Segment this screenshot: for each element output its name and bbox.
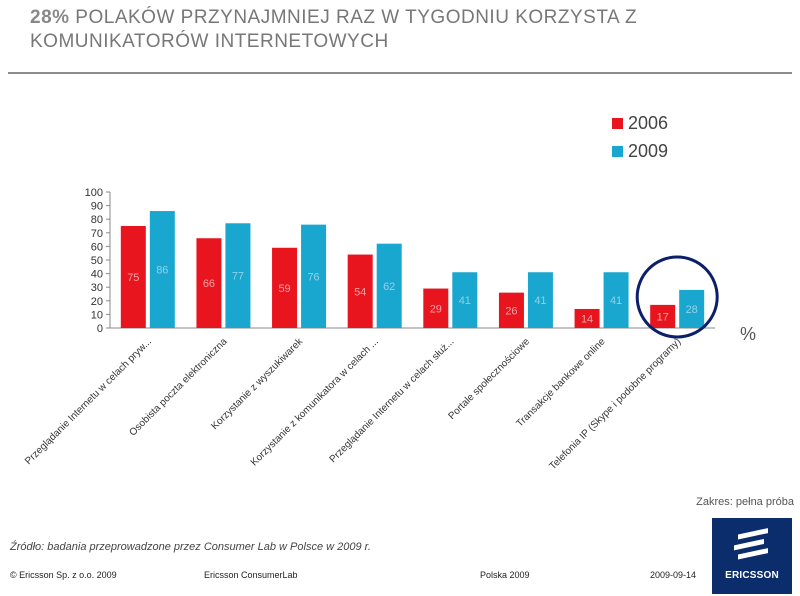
bar-2006 (423, 288, 449, 328)
data-label-2006: 75 (127, 272, 139, 284)
bar-2009 (679, 289, 705, 328)
y-tick-label: 90 (91, 201, 103, 213)
data-label-2006: 66 (203, 278, 215, 290)
legend-swatch-2009 (612, 146, 623, 157)
y-tick-label: 50 (91, 255, 103, 267)
bar-2009 (452, 272, 478, 328)
chart-title: 28% POLAKÓW PRZYNAJMNIEJ RAZ W TYGODNIU … (30, 6, 750, 54)
legend-swatch-2006 (612, 118, 623, 129)
data-label-2009: 76 (307, 271, 319, 283)
title-highlight: 28% (30, 7, 70, 28)
bar-2009 (149, 211, 175, 328)
y-tick-label: 70 (91, 228, 103, 240)
legend-label-2006: 2006 (628, 113, 668, 133)
data-label-2006: 14 (581, 313, 593, 325)
category-label: Przeglądanie Internetu w celach służ... (328, 336, 457, 465)
bar-2009 (225, 223, 251, 328)
data-label-2009: 41 (610, 295, 622, 307)
y-tick-label: 60 (91, 241, 103, 253)
bar-2009 (301, 224, 327, 328)
data-label-2009: 62 (383, 281, 395, 293)
y-tick-label: 0 (97, 323, 103, 335)
bar-2006 (498, 292, 524, 328)
bar-2006 (196, 238, 222, 328)
source-note: Źródło: badania przeprowadzone przez Con… (10, 541, 371, 553)
footer-lab: Ericsson ConsumerLab (204, 570, 298, 580)
data-label-2009: 77 (232, 271, 244, 283)
category-label: Telefonia IP (Skype i podobne programy) (548, 336, 684, 472)
y-tick-label: 20 (91, 296, 103, 308)
ericsson-logo: ERICSSON (712, 518, 792, 594)
category-label: Portale społecznościowe (446, 336, 532, 422)
data-label-2009: 86 (156, 265, 168, 277)
footer-date: 2009-09-14 (650, 570, 697, 580)
y-tick-label: 30 (91, 282, 103, 294)
data-label-2009: 28 (686, 304, 698, 316)
unit-label: % (740, 324, 756, 344)
data-label-2006: 29 (430, 303, 442, 315)
bar-2006 (574, 308, 600, 328)
y-tick-label: 100 (85, 187, 103, 199)
bar-2006 (272, 247, 298, 328)
legend-label-2009: 2009 (628, 141, 668, 161)
data-label-2006: 17 (657, 311, 669, 323)
scope-note: Zakres: pełna próba (696, 496, 794, 508)
data-label-2006: 26 (505, 305, 517, 317)
data-label-2009: 41 (534, 295, 546, 307)
data-label-2009: 41 (459, 295, 471, 307)
bar-2009 (527, 272, 553, 328)
category-label: Przeglądanie Internetu w celach pryw... (23, 336, 154, 467)
ericsson-logo-icon (734, 528, 768, 560)
y-tick-label: 80 (91, 214, 103, 226)
category-label: Transakcje bankowe online (514, 336, 608, 430)
title-line-1: POLAKÓW PRZYNAJMNIEJ RAZ W TYGODNIU KORZ… (69, 7, 638, 28)
title-divider (8, 72, 792, 74)
data-label-2006: 54 (354, 286, 366, 298)
bar-2006 (650, 304, 676, 328)
bar-2006 (120, 226, 146, 328)
bar-2009 (376, 243, 402, 328)
footer-country: Polska 2009 (480, 570, 530, 580)
y-tick-label: 10 (91, 309, 103, 321)
bar-2009 (603, 272, 629, 328)
title-line-2: KOMUNIKATORÓW INTERNETOWYCH (30, 31, 389, 52)
category-label: Korzystanie z komunikatora w celach ... (249, 336, 381, 468)
bar-2006 (347, 254, 373, 328)
data-label-2006: 59 (278, 283, 290, 295)
highlight-circle (635, 255, 719, 339)
logo-wordmark: ERICSSON (725, 570, 779, 581)
y-tick-label: 40 (91, 269, 103, 281)
footer-copyright: © Ericsson Sp. z o.o. 2009 (10, 570, 117, 580)
